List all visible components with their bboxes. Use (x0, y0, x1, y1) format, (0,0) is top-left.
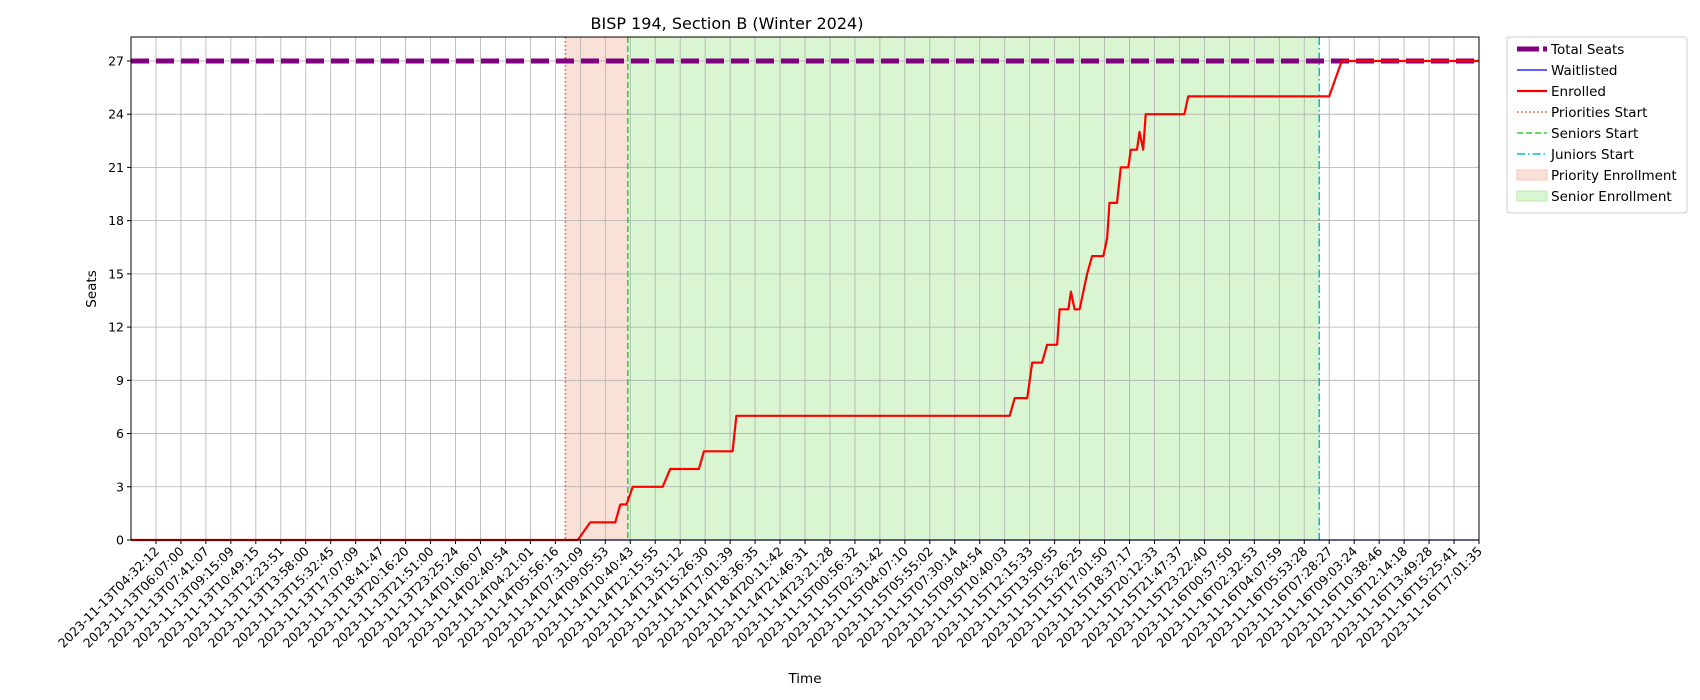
seniors-start-legend-label: Seniors Start (1551, 126, 1638, 142)
y-tick-label: 24 (108, 107, 124, 122)
waitlisted-legend-label: Waitlisted (1551, 63, 1618, 79)
senior-enrollment-legend-swatch (1516, 190, 1548, 202)
plot-area: 03691215182124272023-11-13T04:32:122023-… (55, 36, 1485, 651)
y-tick-label: 0 (116, 533, 124, 548)
y-tick-label: 21 (108, 160, 124, 175)
x-axis-title: Time (787, 671, 821, 687)
y-tick-label: 12 (108, 320, 124, 335)
y-axis-title: Seats (84, 270, 100, 307)
priority-enrollment-legend-label: Priority Enrollment (1551, 168, 1677, 184)
enrolled-legend-label: Enrolled (1551, 84, 1606, 100)
total-seats-legend-label: Total Seats (1550, 42, 1624, 58)
enrolled-series-line (131, 59, 1479, 542)
priorities-start-legend-label: Priorities Start (1551, 105, 1647, 121)
y-tick-label: 3 (116, 479, 124, 494)
y-tick-label: 18 (108, 213, 124, 228)
priority-enrollment-region (565, 37, 628, 540)
senior-enrollment-region (627, 37, 1320, 540)
juniors-start-legend-label: Juniors Start (1550, 147, 1634, 163)
y-tick-label: 27 (108, 53, 124, 68)
senior-enrollment-legend-label: Senior Enrollment (1551, 189, 1672, 205)
priority-enrollment-legend-swatch (1516, 169, 1548, 181)
legend: Total Seats Waitlisted Enrolled Priorities … (1506, 36, 1688, 214)
y-tick-label: 6 (116, 426, 124, 441)
chart-title: BISP 194, Section B (Winter 2024) (591, 14, 864, 33)
y-tick-label: 15 (108, 266, 124, 281)
legend-box (1506, 36, 1688, 214)
y-tick-label: 9 (116, 373, 124, 388)
